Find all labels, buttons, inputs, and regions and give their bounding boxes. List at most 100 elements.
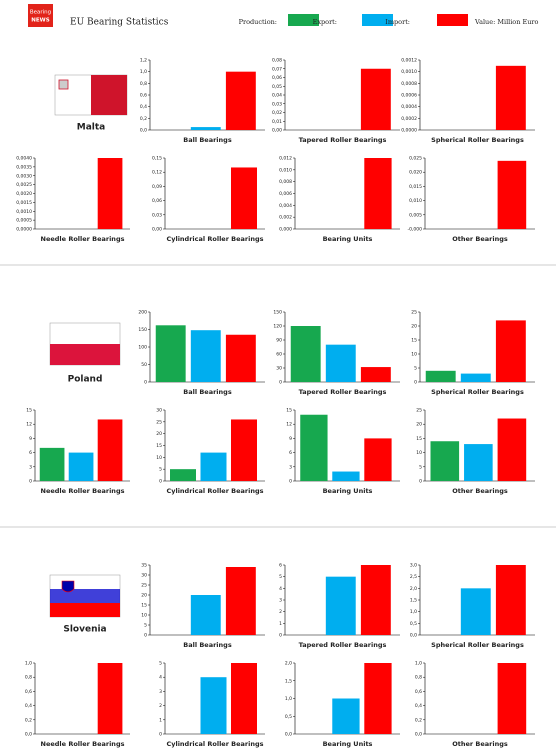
y-tick-label: 0,5 [410,621,417,627]
y-tick-label: 0,08 [272,58,282,64]
legend-label: Export: [313,18,337,26]
bar [225,567,256,635]
y-tick-label: 30 [141,573,147,579]
y-tick-label: 15 [286,408,292,414]
y-tick-label: 0,15 [152,156,162,162]
bar [325,344,356,382]
chart-title: Other Bearings [452,235,508,243]
y-tick-label: 9 [289,436,292,442]
y-tick-label: 5 [419,464,422,470]
y-tick-label: 15 [26,408,32,414]
bar [430,441,460,481]
y-tick-label: 0,020 [409,170,422,176]
y-tick-label: 20 [156,431,162,437]
y-tick-label: 0,0035 [16,164,32,170]
country-name: Poland [68,375,103,385]
chart-title: Needle Roller Bearings [41,235,125,243]
y-tick-label: 0 [29,479,32,485]
y-tick-label: 0,04 [272,93,282,99]
y-tick-label: 120 [273,324,282,330]
bar [39,447,65,481]
y-tick-label: 0,0004 [401,104,417,110]
y-tick-label: 0,008 [279,179,292,185]
y-tick-label: 0,005 [409,212,422,218]
y-tick-label: 90 [276,338,282,344]
y-tick-label: 25 [141,583,147,589]
logo [28,4,53,27]
y-tick-label: 20 [416,422,422,428]
y-tick-label: 0,004 [279,203,292,209]
country-name: Malta [77,123,106,133]
bar [425,370,456,382]
y-tick-label: 10 [416,450,422,456]
y-tick-label: 0,0 [25,732,32,738]
y-tick-label: 0,0 [285,732,292,738]
y-tick-label: 0,012 [279,156,292,162]
bar [97,158,123,229]
unit-note: Value: Million Euro [474,18,539,26]
y-tick-label: 0,0008 [401,81,417,87]
chart-title: Spherical Roller Bearings [431,388,524,396]
chart-title: Tapered Roller Bearings [299,641,387,649]
y-tick-label: 150 [138,327,147,333]
bar [97,663,123,734]
y-tick-label: 3,0 [410,563,417,569]
y-tick-label: 1,0 [25,661,32,667]
bar [190,127,221,130]
y-tick-label: 0,2 [25,717,32,723]
y-tick-label: 15 [416,436,422,442]
bar [495,65,526,130]
bar [460,588,491,635]
y-tick-label: 0,4 [415,703,422,709]
y-tick-label: 0,0 [410,633,417,639]
y-tick-label: 0,0025 [16,182,32,188]
chart-title: Other Bearings [452,740,508,748]
chart-title: Cylindrical Roller Bearings [166,740,263,748]
y-tick-label: 150 [273,310,282,316]
y-tick-label: 25 [416,408,422,414]
bar [190,595,221,635]
y-tick-label: 0 [159,732,162,738]
y-tick-label: 6 [289,450,292,456]
y-tick-label: 0,06 [272,75,282,81]
y-tick-label: 0,2 [140,116,147,122]
bar [200,677,227,734]
y-tick-label: 10 [141,613,147,619]
y-tick-label: 0 [144,633,147,639]
bar [497,160,527,229]
y-tick-label: 0,4 [25,703,32,709]
chart-title: Ball Bearings [183,641,232,649]
y-tick-label: 20 [141,593,147,599]
y-tick-label: 0,0010 [401,69,417,75]
y-tick-label: 0,8 [415,675,422,681]
bar [364,438,392,481]
flag [58,79,69,90]
chart-title: Spherical Roller Bearings [431,641,524,649]
bar [495,565,526,635]
y-tick-label: 0,0002 [401,116,417,122]
bar [225,71,256,130]
y-tick-label: 2,5 [410,574,417,580]
y-tick-label: 15 [411,338,417,344]
chart-title: Cylindrical Roller Bearings [166,487,263,495]
flag [50,344,120,365]
y-tick-label: 0 [419,479,422,485]
y-tick-label: 0,006 [279,191,292,197]
y-tick-label: 0,12 [152,170,162,176]
page-title: EU Bearing Statistics [70,18,169,28]
y-tick-label: 5 [159,467,162,473]
y-tick-label: 0,0040 [16,156,32,162]
y-tick-label: 200 [138,310,147,316]
y-tick-label: 0,015 [409,184,422,190]
y-tick-label: 0,0030 [16,173,32,179]
bar [200,452,227,481]
y-tick-label: 100 [138,345,147,351]
y-tick-label: 1 [279,621,282,627]
y-tick-label: 5 [414,366,417,372]
y-tick-label: 0,0020 [16,191,32,197]
bar [290,326,321,382]
chart-title: Bearing Units [323,235,373,243]
y-tick-label: 5 [279,574,282,580]
legend-label: Import: [385,18,410,26]
